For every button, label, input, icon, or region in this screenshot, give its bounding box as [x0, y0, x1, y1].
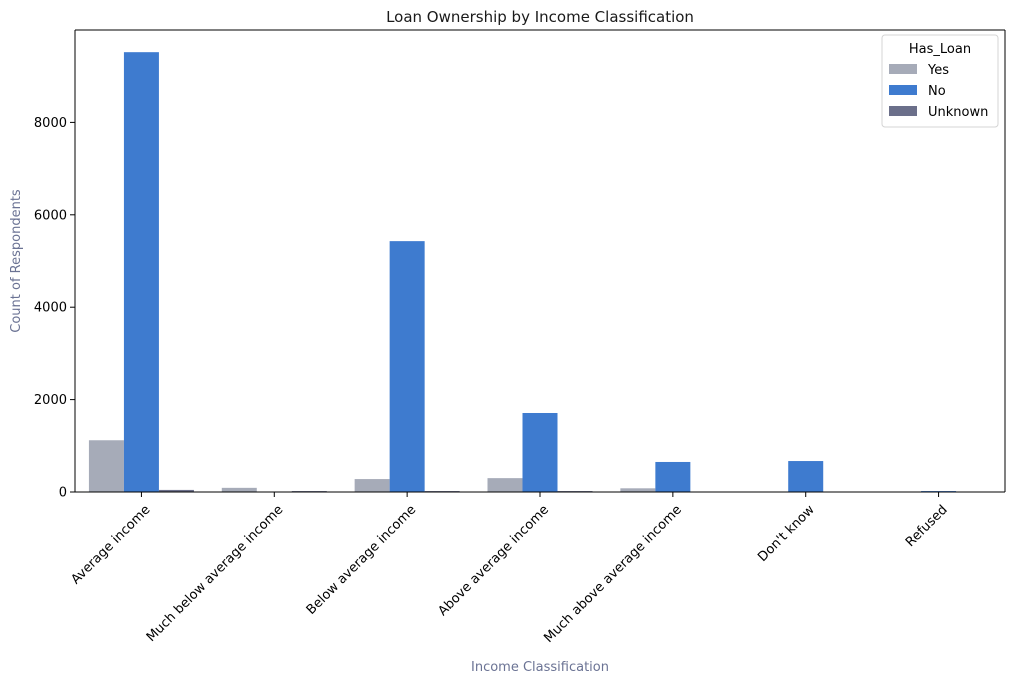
- bar-no-don-t-know: [788, 461, 824, 492]
- bar-yes-much-below-average-income: [221, 487, 257, 492]
- legend-title: Has_Loan: [909, 42, 971, 57]
- x-tick-label-above-average-income: Above average income: [435, 502, 552, 619]
- legend-box: [881, 34, 999, 128]
- x-axis-label: Income Classification: [471, 660, 609, 675]
- chart-title: Loan Ownership by Income Classification: [386, 8, 694, 26]
- bar-no-average-income: [123, 52, 159, 493]
- x-tick-label-average-income: Average income: [69, 502, 154, 587]
- y-tick-label-4000: 4000: [34, 301, 67, 316]
- bar-yes-below-average-income: [354, 479, 390, 492]
- x-tick-label-below-average-income: Below average income: [304, 502, 419, 617]
- legend-swatch-no: [889, 85, 917, 95]
- y-tick-label-2000: 2000: [34, 393, 67, 408]
- bar-unknown-average-income: [158, 489, 194, 492]
- bar-yes-average-income: [88, 440, 124, 492]
- legend: Has_Loan Yes No Unknown: [881, 34, 999, 128]
- y-tick-label-0: 0: [59, 486, 67, 501]
- y-tick-label-8000: 8000: [34, 116, 67, 131]
- y-tick-label-6000: 6000: [34, 208, 67, 223]
- bar-no-below-average-income: [389, 241, 425, 492]
- x-tick-label-much-below-average-income: Much below average income: [144, 502, 287, 645]
- legend-label-yes: Yes: [927, 63, 949, 78]
- y-axis-label: Count of Respondents: [9, 189, 24, 333]
- legend-label-no: No: [928, 84, 946, 99]
- bar-no-much-above-average-income: [655, 461, 691, 492]
- legend-label-unknown: Unknown: [928, 105, 988, 120]
- bar-yes-above-average-income: [487, 478, 523, 492]
- x-tick-label-much-above-average-income: Much above average income: [541, 502, 684, 645]
- bar-no-above-average-income: [522, 412, 558, 492]
- x-tick-label-don-t-know: Don't know: [755, 502, 818, 565]
- x-tick-label-refused: Refused: [903, 502, 951, 550]
- legend-swatch-unknown: [889, 106, 917, 116]
- legend-swatch-yes: [889, 64, 917, 74]
- bar-yes-much-above-average-income: [620, 488, 656, 492]
